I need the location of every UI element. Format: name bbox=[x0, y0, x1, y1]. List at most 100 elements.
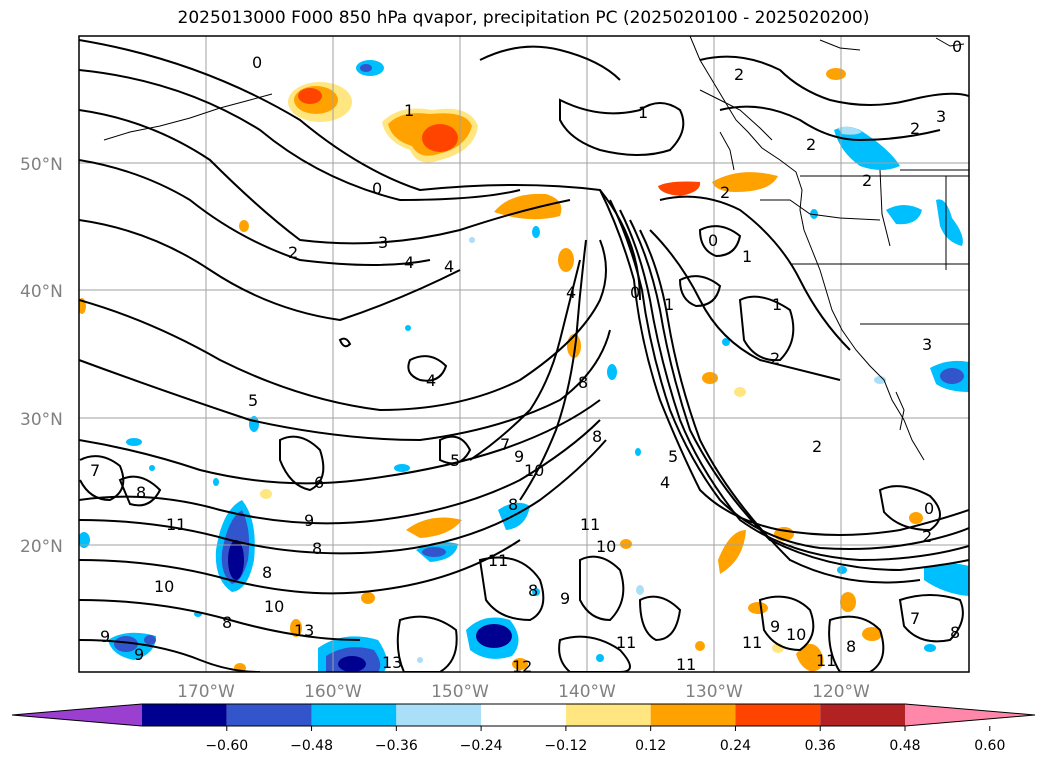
contour-label: 11 bbox=[580, 515, 600, 534]
contour-label: 2 bbox=[910, 119, 920, 138]
lon-label-120w: 120°W bbox=[812, 682, 870, 702]
contour-label: 0 bbox=[708, 231, 718, 250]
contour-label: 9 bbox=[770, 617, 780, 636]
precip-positive-shading bbox=[79, 68, 923, 672]
contour-label: 4 bbox=[566, 283, 576, 302]
colorbar-segment bbox=[735, 704, 821, 726]
contour-label: 10 bbox=[524, 461, 544, 480]
longitude-labels: 170°W 160°W 150°W 140°W 130°W 120°W bbox=[177, 682, 870, 702]
coastlines bbox=[103, 36, 969, 461]
contour-label: 2 bbox=[720, 183, 730, 202]
colorbar-tick-label: 0.24 bbox=[720, 738, 751, 754]
contour-label: 1 bbox=[772, 295, 782, 314]
contour-label: 2 bbox=[770, 349, 780, 368]
colorbar-tick-label: −0.48 bbox=[290, 738, 333, 754]
contour-label: 4 bbox=[426, 371, 436, 390]
contour-label: 10 bbox=[264, 597, 284, 616]
contour-label: 11 bbox=[616, 633, 636, 652]
contour-label: 5 bbox=[248, 391, 258, 410]
contour-label: 13 bbox=[382, 653, 402, 672]
contour-label: 0 bbox=[630, 283, 640, 302]
colorbar-outline bbox=[11, 703, 1036, 727]
contour-label: 1 bbox=[664, 295, 674, 314]
lat-label-30n: 30°N bbox=[20, 410, 63, 430]
colorbar-extension-high bbox=[905, 704, 1035, 726]
contour-label: 1 bbox=[742, 247, 752, 266]
contour-label: 2 bbox=[806, 135, 816, 154]
lon-label-170w: 170°W bbox=[177, 682, 235, 702]
colorbar-segment bbox=[481, 704, 566, 726]
contour-label: 11 bbox=[676, 655, 696, 674]
contour-label: 2 bbox=[812, 437, 822, 456]
contour-label: 2 bbox=[288, 243, 298, 262]
contour-label: 1 bbox=[638, 103, 648, 122]
contour-label: 10 bbox=[786, 625, 806, 644]
contour-label: 9 bbox=[100, 627, 110, 646]
contour-label: 10 bbox=[154, 577, 174, 596]
contour-label: 9 bbox=[560, 589, 570, 608]
colorbar-segment bbox=[650, 704, 736, 726]
colorbar-tick-label: 0.36 bbox=[805, 738, 836, 754]
contour-label: 3 bbox=[378, 233, 388, 252]
lon-label-160w: 160°W bbox=[304, 682, 362, 702]
contour-label: 1 bbox=[404, 101, 414, 120]
colorbar-extension-low bbox=[12, 704, 142, 726]
contour-label: 10 bbox=[596, 537, 616, 556]
contour-label: 2 bbox=[734, 65, 744, 84]
contour-label: 8 bbox=[592, 427, 602, 446]
map-border bbox=[78, 35, 970, 673]
contour-label: 9 bbox=[134, 645, 144, 664]
colorbar-tick-label: −0.24 bbox=[460, 738, 503, 754]
contour-label: 0 bbox=[252, 53, 262, 72]
contour-label: 11 bbox=[488, 551, 508, 570]
map-title: 2025013000 F000 850 hPa qvapor, precipit… bbox=[177, 8, 870, 28]
contour-label: 6 bbox=[314, 473, 324, 492]
contour-label: 8 bbox=[262, 563, 272, 582]
contour-label: 3 bbox=[922, 335, 932, 354]
colorbar-segment bbox=[142, 704, 227, 726]
contour-label: 2 bbox=[862, 171, 872, 190]
contour-label: 13 bbox=[294, 621, 314, 640]
colorbar-tick-label: −0.60 bbox=[205, 738, 248, 754]
contour-label: 8 bbox=[508, 495, 518, 514]
contour-label: 4 bbox=[660, 473, 670, 492]
colorbar-tick-label: 0.60 bbox=[974, 738, 1005, 754]
contour-label-group: 0 1 0 2 3 4 4 1 2 3 2 2 2 2 0 1 1 2 4 0 … bbox=[90, 37, 962, 676]
contour-label: 7 bbox=[90, 461, 100, 480]
contour-label: 11 bbox=[742, 633, 762, 652]
colorbar-segment bbox=[396, 704, 482, 726]
contour-label: 0 bbox=[924, 499, 934, 518]
colorbar-tick-label: −0.12 bbox=[544, 738, 587, 754]
contour-label: 3 bbox=[936, 107, 946, 126]
contour-label: 8 bbox=[846, 637, 856, 656]
contour-label: 8 bbox=[528, 581, 538, 600]
contour-label: 7 bbox=[910, 609, 920, 628]
lon-label-130w: 130°W bbox=[685, 682, 743, 702]
contour-label: 8 bbox=[950, 623, 960, 642]
contour-label: 0 bbox=[952, 37, 962, 56]
colorbar-tick-label: −0.36 bbox=[375, 738, 418, 754]
contour-label: 9 bbox=[304, 511, 314, 530]
colorbar-tick-label: 0.12 bbox=[635, 738, 666, 754]
lon-label-150w: 150°W bbox=[431, 682, 489, 702]
contour-label: 5 bbox=[450, 451, 460, 470]
contour-label: 8 bbox=[222, 613, 232, 632]
lat-label-40n: 40°N bbox=[20, 282, 63, 302]
graticule bbox=[79, 36, 969, 672]
colorbar: −0.60 −0.48 −0.36 −0.24 −0.12 0.12 0.24 0.36 0.4… bbox=[11, 703, 1036, 754]
contour-label: 12 bbox=[512, 657, 532, 676]
lat-label-50n: 50°N bbox=[20, 155, 63, 175]
colorbar-segment bbox=[226, 704, 312, 726]
contour-label: 4 bbox=[404, 253, 414, 272]
contour-label: 8 bbox=[312, 539, 322, 558]
contour-label: 5 bbox=[668, 447, 678, 466]
contour-label: 4 bbox=[444, 257, 454, 276]
contour-label: 11 bbox=[166, 515, 186, 534]
contour-label: 9 bbox=[514, 447, 524, 466]
contour-label: 11 bbox=[816, 651, 836, 670]
colorbar-segment bbox=[311, 704, 397, 726]
colorbar-tick-label: 0.48 bbox=[889, 738, 920, 754]
contour-label: 2 bbox=[922, 527, 932, 546]
contour-label: 0 bbox=[372, 179, 382, 198]
